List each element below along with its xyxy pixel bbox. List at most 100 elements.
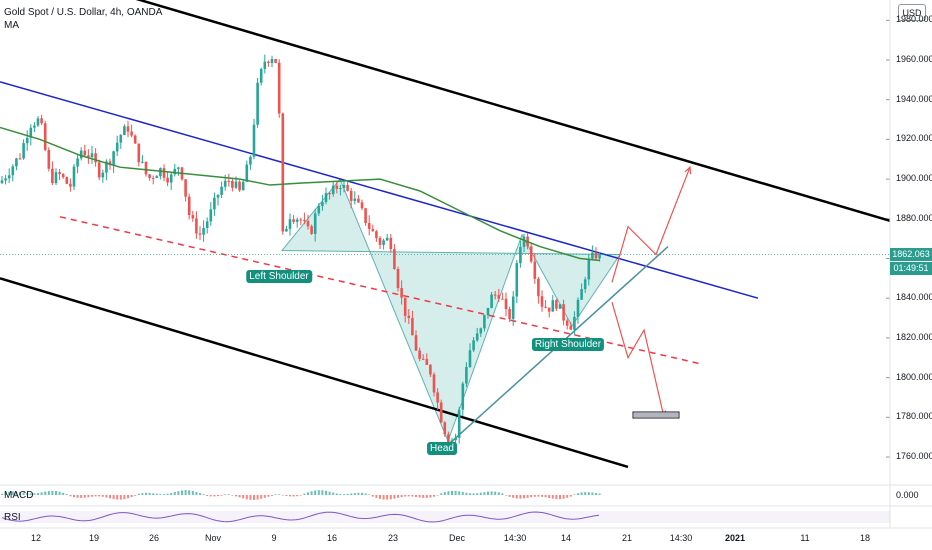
candle-body — [83, 150, 87, 156]
macd-bar — [407, 495, 410, 497]
candle-body — [378, 238, 382, 245]
candle-body — [202, 228, 205, 235]
macd-bar — [328, 491, 331, 495]
bullish-projection-arrow[interactable] — [611, 166, 691, 283]
bar-countdown: 01:49:51 — [890, 262, 932, 275]
candle-body — [256, 82, 259, 125]
macd-bar — [371, 495, 374, 497]
time-tick-label: 14:30 — [669, 533, 693, 543]
candle-body — [267, 61, 270, 64]
candle-body — [479, 328, 483, 334]
candle-body — [508, 309, 511, 319]
price-tick-label: 1820.000 — [896, 331, 932, 342]
symbol-title[interactable]: Gold Spot / U.S. Dollar, 4h, OANDA — [4, 7, 163, 18]
macd-bar — [227, 494, 230, 495]
candle-body — [598, 254, 601, 259]
candle-body — [475, 333, 479, 341]
candle-body — [486, 307, 490, 316]
candle-body — [141, 161, 144, 163]
candle-body — [22, 143, 25, 159]
macd-bar — [559, 495, 561, 500]
head-label[interactable]: Head — [427, 442, 457, 455]
channel-line[interactable] — [0, 277, 629, 469]
macd-bar — [299, 495, 302, 496]
candle-body — [58, 172, 61, 175]
candle-body — [339, 188, 342, 190]
currency-button[interactable]: USD — [898, 4, 926, 21]
ma-line[interactable] — [0, 126, 601, 262]
macd-bar — [591, 492, 594, 495]
candle-body — [47, 149, 51, 169]
macd-bar — [465, 492, 468, 495]
macd-bar — [152, 493, 155, 495]
macd-bar — [393, 495, 396, 499]
time-tick-label: 23 — [387, 533, 399, 543]
macd-bar — [73, 495, 75, 498]
candle-body — [537, 278, 540, 297]
candle-body — [25, 137, 29, 144]
macd-bar — [199, 493, 201, 495]
candle-body — [389, 237, 393, 250]
candle-body — [375, 231, 378, 239]
moving-average — [0, 126, 601, 262]
macd-bar — [112, 495, 115, 500]
candle-body — [259, 68, 263, 83]
macd-bar — [350, 493, 353, 495]
trendline[interactable] — [0, 81, 759, 299]
macd-bar — [544, 495, 547, 498]
candle-body — [364, 208, 367, 224]
macd-bar — [339, 493, 342, 495]
macd-bar — [494, 491, 497, 495]
time-tick-label: 12 — [30, 533, 42, 543]
bearish-projection-arrow[interactable] — [611, 302, 665, 418]
macd-bar — [263, 495, 266, 498]
left-shoulder-label[interactable]: Left Shoulder — [246, 270, 312, 283]
candle-body — [551, 300, 555, 312]
right-shoulder-label[interactable]: Right Shoulder — [531, 338, 605, 351]
candle-body — [227, 180, 231, 182]
macd-bar — [454, 490, 457, 495]
candle-body — [414, 335, 418, 351]
candle-body — [540, 296, 544, 307]
candle-body — [522, 236, 526, 247]
macd-bar — [245, 495, 248, 500]
candle-body — [310, 226, 313, 234]
candle-body — [148, 174, 151, 178]
macd-bar — [26, 493, 29, 495]
time-tick-label: 2021 — [724, 533, 746, 543]
macd-bar — [123, 495, 126, 500]
macd-label[interactable]: MACD — [4, 490, 34, 501]
macd-bar — [188, 490, 191, 495]
macd-bar — [65, 494, 68, 495]
candle-body — [119, 135, 123, 143]
price-tick-label: 1920.000 — [896, 133, 932, 144]
macd-bar — [141, 493, 144, 495]
time-tick-label: Dec — [448, 533, 466, 543]
candle-body — [324, 193, 328, 203]
rsi-label[interactable]: RSI — [4, 512, 21, 523]
macd-bar — [285, 495, 288, 496]
channel-line[interactable] — [0, 0, 891, 222]
macd-bar — [443, 492, 446, 495]
price-tick-label: 1980.000 — [896, 14, 932, 25]
candle-body — [562, 304, 565, 321]
candle-body — [591, 252, 594, 259]
macd-bar — [415, 495, 417, 497]
macd-bar — [404, 495, 407, 497]
rsi-pane — [0, 511, 890, 523]
candle-body — [90, 153, 94, 158]
candle-body — [447, 434, 450, 446]
candle-body — [295, 219, 299, 222]
macd-bar — [505, 495, 507, 496]
rsi-line[interactable] — [1, 511, 600, 523]
price-tick-label: 1960.000 — [896, 54, 932, 64]
macd-bar — [181, 490, 183, 495]
candle-body — [533, 261, 537, 279]
time-tick-label: 14 — [560, 533, 572, 543]
projection-arrows[interactable] — [611, 165, 692, 419]
indicator-ma-label[interactable]: MA — [4, 20, 19, 31]
price-tick-label: 1760.000 — [896, 451, 932, 461]
candle-body — [367, 223, 371, 229]
macd-bar — [364, 493, 367, 495]
